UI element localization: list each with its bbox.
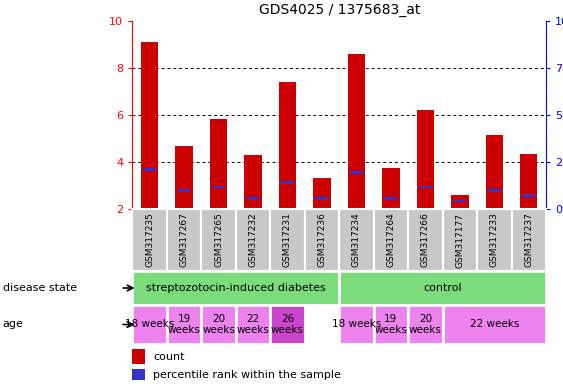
Bar: [167, 209, 202, 271]
Bar: [512, 209, 546, 271]
Bar: [350, 171, 363, 174]
Text: 18 weeks: 18 weeks: [125, 319, 174, 329]
Bar: [143, 168, 156, 171]
Bar: [488, 189, 501, 192]
Bar: [132, 271, 339, 305]
Bar: [374, 209, 408, 271]
Text: control: control: [423, 283, 462, 293]
Bar: [244, 155, 262, 209]
Bar: [167, 305, 202, 344]
Bar: [477, 209, 512, 271]
Text: GSM317233: GSM317233: [490, 213, 499, 267]
Bar: [408, 209, 443, 271]
Bar: [202, 209, 236, 271]
Title: GDS4025 / 1375683_at: GDS4025 / 1375683_at: [258, 3, 420, 17]
Text: 22 weeks: 22 weeks: [470, 319, 519, 329]
Text: GSM317177: GSM317177: [455, 212, 464, 268]
Bar: [339, 305, 374, 344]
Bar: [305, 209, 339, 271]
Bar: [132, 369, 145, 380]
Bar: [452, 195, 468, 209]
Bar: [408, 305, 443, 344]
Bar: [236, 305, 270, 344]
Text: GSM317265: GSM317265: [214, 213, 223, 267]
Bar: [419, 185, 432, 188]
Text: disease state: disease state: [3, 283, 77, 293]
Bar: [443, 305, 546, 344]
Bar: [132, 349, 145, 364]
Text: 26
weeks: 26 weeks: [271, 314, 304, 335]
Bar: [177, 189, 190, 192]
Bar: [247, 197, 260, 200]
Text: 19
weeks: 19 weeks: [374, 314, 408, 335]
Bar: [443, 209, 477, 271]
Bar: [132, 209, 167, 271]
Bar: [314, 177, 330, 209]
Bar: [210, 119, 227, 209]
Text: 20
weeks: 20 weeks: [409, 314, 442, 335]
Bar: [339, 209, 374, 271]
Bar: [270, 305, 305, 344]
Bar: [385, 197, 397, 200]
Bar: [348, 54, 365, 209]
Bar: [270, 209, 305, 271]
Bar: [279, 82, 296, 209]
Bar: [176, 146, 193, 209]
Bar: [281, 181, 294, 184]
Bar: [202, 305, 236, 344]
Text: GSM317264: GSM317264: [386, 213, 395, 267]
Text: age: age: [3, 319, 24, 329]
Text: count: count: [153, 352, 185, 362]
Text: 19
weeks: 19 weeks: [168, 314, 200, 335]
Text: percentile rank within the sample: percentile rank within the sample: [153, 370, 341, 380]
Bar: [486, 135, 503, 209]
Bar: [339, 271, 546, 305]
Bar: [382, 168, 400, 209]
Bar: [132, 305, 167, 344]
Bar: [236, 209, 270, 271]
Bar: [141, 42, 158, 209]
Bar: [520, 154, 538, 209]
Text: GSM317237: GSM317237: [524, 213, 533, 267]
Bar: [522, 194, 535, 197]
Text: GSM317235: GSM317235: [145, 213, 154, 267]
Text: 18 weeks: 18 weeks: [332, 319, 381, 329]
Bar: [374, 305, 408, 344]
Bar: [315, 197, 328, 200]
Text: GSM317267: GSM317267: [180, 213, 189, 267]
Text: GSM317232: GSM317232: [248, 213, 257, 267]
Bar: [212, 185, 225, 188]
Text: GSM317231: GSM317231: [283, 213, 292, 267]
Bar: [417, 111, 434, 209]
Text: GSM317234: GSM317234: [352, 213, 361, 267]
Bar: [453, 200, 466, 202]
Text: streptozotocin-induced diabetes: streptozotocin-induced diabetes: [146, 283, 325, 293]
Text: 22
weeks: 22 weeks: [236, 314, 270, 335]
Text: GSM317266: GSM317266: [421, 213, 430, 267]
Text: 20
weeks: 20 weeks: [202, 314, 235, 335]
Text: GSM317236: GSM317236: [318, 213, 327, 267]
